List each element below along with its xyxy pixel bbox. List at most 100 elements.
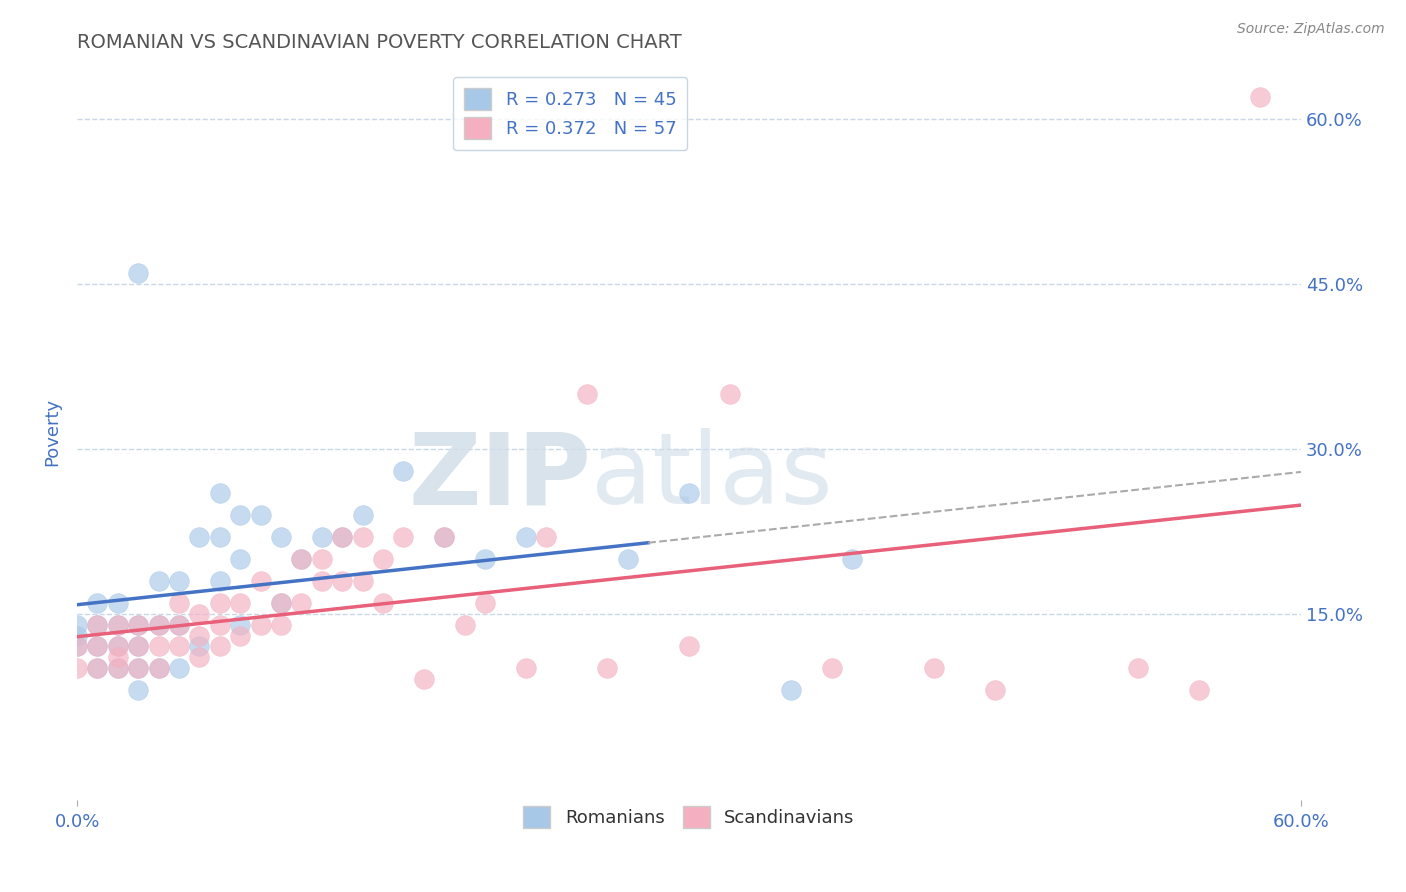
Point	[148, 661, 170, 675]
Point	[270, 530, 292, 544]
Point	[127, 266, 149, 280]
Point	[66, 640, 89, 654]
Point	[127, 661, 149, 675]
Point	[86, 596, 108, 610]
Point	[433, 530, 456, 544]
Point	[229, 508, 252, 522]
Point	[596, 661, 619, 675]
Point	[188, 607, 211, 621]
Point	[534, 530, 557, 544]
Point	[188, 640, 211, 654]
Point	[371, 596, 394, 610]
Point	[208, 596, 231, 610]
Point	[127, 617, 149, 632]
Point	[107, 661, 129, 675]
Point	[249, 508, 271, 522]
Point	[127, 640, 149, 654]
Point	[290, 596, 312, 610]
Point	[148, 617, 170, 632]
Point	[107, 617, 129, 632]
Point	[188, 650, 211, 665]
Point	[515, 530, 537, 544]
Point	[208, 485, 231, 500]
Point	[249, 574, 271, 588]
Point	[330, 574, 353, 588]
Point	[453, 617, 475, 632]
Point	[821, 661, 844, 675]
Point	[229, 617, 252, 632]
Point	[290, 551, 312, 566]
Point	[392, 464, 415, 478]
Point	[127, 683, 149, 698]
Point	[330, 530, 353, 544]
Point	[66, 661, 89, 675]
Point	[208, 640, 231, 654]
Point	[188, 628, 211, 642]
Point	[270, 596, 292, 610]
Point	[167, 596, 190, 610]
Point	[311, 574, 333, 588]
Text: ROMANIAN VS SCANDINAVIAN POVERTY CORRELATION CHART: ROMANIAN VS SCANDINAVIAN POVERTY CORRELA…	[77, 33, 682, 52]
Point	[352, 508, 374, 522]
Point	[1249, 90, 1271, 104]
Point	[127, 640, 149, 654]
Text: atlas: atlas	[591, 428, 832, 525]
Point	[229, 551, 252, 566]
Point	[352, 530, 374, 544]
Point	[208, 574, 231, 588]
Point	[167, 617, 190, 632]
Point	[66, 617, 89, 632]
Point	[311, 530, 333, 544]
Point	[371, 551, 394, 566]
Point	[270, 617, 292, 632]
Point	[576, 387, 599, 401]
Point	[167, 617, 190, 632]
Point	[270, 596, 292, 610]
Point	[127, 661, 149, 675]
Y-axis label: Poverty: Poverty	[44, 399, 60, 467]
Point	[107, 661, 129, 675]
Point	[249, 617, 271, 632]
Point	[474, 596, 496, 610]
Point	[148, 661, 170, 675]
Point	[412, 673, 434, 687]
Legend: Romanians, Scandinavians: Romanians, Scandinavians	[516, 799, 862, 835]
Point	[107, 596, 129, 610]
Point	[167, 574, 190, 588]
Point	[780, 683, 803, 698]
Point	[515, 661, 537, 675]
Point	[392, 530, 415, 544]
Text: Source: ZipAtlas.com: Source: ZipAtlas.com	[1237, 22, 1385, 37]
Point	[86, 617, 108, 632]
Text: ZIP: ZIP	[408, 428, 591, 525]
Point	[66, 640, 89, 654]
Point	[107, 640, 129, 654]
Point	[229, 628, 252, 642]
Point	[148, 617, 170, 632]
Point	[311, 551, 333, 566]
Point	[86, 640, 108, 654]
Point	[107, 650, 129, 665]
Point	[107, 640, 129, 654]
Point	[678, 640, 700, 654]
Point	[148, 640, 170, 654]
Point	[352, 574, 374, 588]
Point	[922, 661, 945, 675]
Point	[167, 661, 190, 675]
Point	[330, 530, 353, 544]
Point	[188, 530, 211, 544]
Point	[841, 551, 863, 566]
Point	[148, 574, 170, 588]
Point	[86, 617, 108, 632]
Point	[86, 661, 108, 675]
Point	[718, 387, 741, 401]
Point	[66, 628, 89, 642]
Point	[1188, 683, 1211, 698]
Point	[86, 661, 108, 675]
Point	[678, 485, 700, 500]
Point	[208, 530, 231, 544]
Point	[984, 683, 1007, 698]
Point	[474, 551, 496, 566]
Point	[107, 617, 129, 632]
Point	[167, 640, 190, 654]
